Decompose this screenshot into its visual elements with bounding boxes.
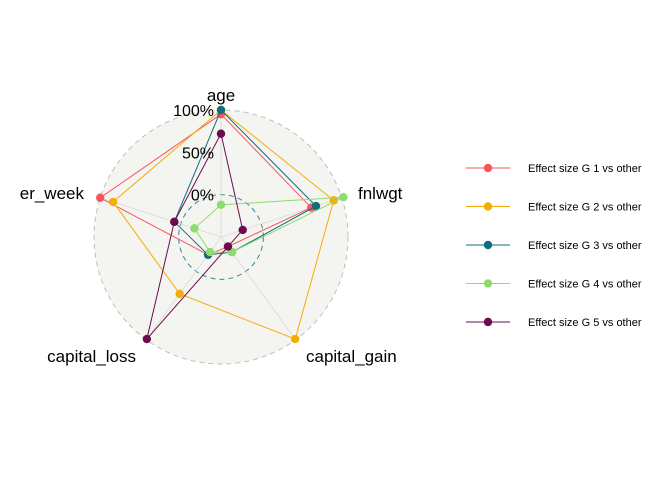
axis-label-capital_gain: capital_gain xyxy=(306,347,397,366)
series-line-g1 xyxy=(99,113,313,256)
tick-label-100: 100% xyxy=(173,103,214,120)
series-point-g3-fnlwgt xyxy=(311,201,321,211)
radar-grid xyxy=(93,109,349,365)
series-point-g3-age xyxy=(216,105,226,115)
series-point-g2-hours_per_week xyxy=(108,197,118,207)
series-point-g4-fnlwgt xyxy=(339,193,348,202)
legend-item-g3: Effect size G 3 vs other xyxy=(466,240,642,252)
legend-marker-g1 xyxy=(483,163,493,173)
legend-marker-g5 xyxy=(483,317,493,327)
series-point-g5-hours_per_week xyxy=(170,217,179,227)
legend-marker-g2 xyxy=(483,202,493,211)
tick-label-50: 50% xyxy=(182,145,214,162)
radar-series xyxy=(96,105,348,344)
legend-item-g2: Effect size G 2 vs other xyxy=(466,202,642,214)
legend-item-g1: Effect size G 1 vs other xyxy=(466,163,642,175)
series-line-g2 xyxy=(112,109,335,340)
series-point-g2-capital_loss xyxy=(175,289,184,299)
axis-label-capital_loss: capital_loss xyxy=(47,347,136,366)
radial-tick-labels: 0% 50% 100% xyxy=(173,103,214,205)
series-line-g3 xyxy=(173,109,317,256)
series-point-g5-capital_gain xyxy=(223,242,233,251)
legend: Effect size G 1 vs other Effect size G 2 … xyxy=(466,163,642,329)
axis-label-hours_per_week: er_week xyxy=(20,184,85,203)
axis-label-age: age xyxy=(207,86,235,105)
legend-label-g2: Effect size G 2 vs other xyxy=(528,202,642,214)
series-point-g4-age xyxy=(216,200,226,210)
series-point-g4-capital_loss xyxy=(205,247,215,257)
series-point-g5-fnlwgt xyxy=(238,225,247,235)
legend-label-g1: Effect size G 1 vs other xyxy=(528,163,642,175)
legend-label-g4: Effect size G 4 vs other xyxy=(528,279,642,291)
legend-marker-g4 xyxy=(483,279,493,288)
legend-label-g3: Effect size G 3 vs other xyxy=(528,240,642,252)
axis-spoke-hours_per_week xyxy=(100,197,222,238)
series-point-g2-capital_gain xyxy=(290,334,300,344)
series-line-g4 xyxy=(193,196,344,253)
series-g4 xyxy=(190,193,348,257)
legend-marker-g3 xyxy=(483,240,493,250)
series-line-g5 xyxy=(146,132,244,340)
series-point-g5-capital_loss xyxy=(142,334,152,344)
legend-label-g5: Effect size G 5 vs other xyxy=(528,317,642,329)
series-point-g1-hours_per_week xyxy=(96,193,105,202)
series-g5 xyxy=(142,129,247,344)
axis-label-fnlwgt: fnlwgt xyxy=(358,184,403,203)
series-point-g4-hours_per_week xyxy=(190,224,199,233)
tick-label-0: 0% xyxy=(191,188,214,205)
legend-item-g5: Effect size G 5 vs other xyxy=(466,317,642,329)
axis-labels: age fnlwgt capital_gain capital_loss er_week xyxy=(20,86,403,366)
series-point-g5-age xyxy=(216,129,226,138)
legend-item-g4: Effect size G 4 vs other xyxy=(466,279,642,291)
